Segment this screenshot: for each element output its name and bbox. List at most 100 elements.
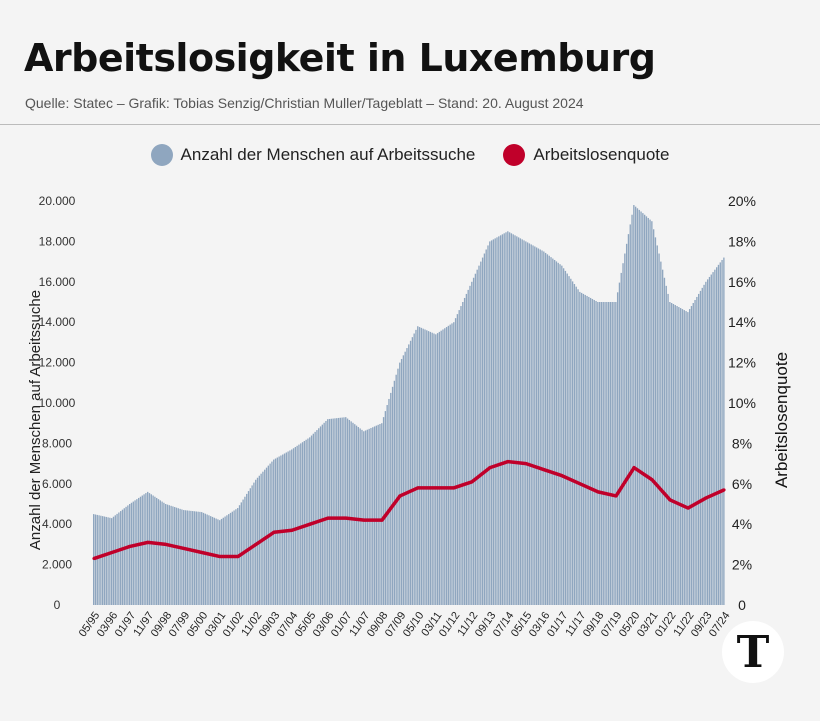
bar <box>413 333 415 605</box>
y-tick-right: 10% <box>728 395 756 411</box>
bar <box>429 331 432 605</box>
bar <box>219 520 221 605</box>
bar <box>555 261 558 605</box>
bar <box>406 348 408 605</box>
bar <box>588 296 590 605</box>
bar <box>292 448 295 605</box>
bar <box>676 306 678 605</box>
bar <box>552 258 554 605</box>
bar <box>435 334 437 605</box>
bar <box>204 513 206 605</box>
bar <box>467 289 469 605</box>
bar <box>120 511 122 605</box>
bar <box>562 268 565 605</box>
bar <box>462 302 464 605</box>
bar <box>717 264 720 605</box>
bar <box>535 247 538 605</box>
bar <box>424 329 426 605</box>
bar <box>193 511 196 605</box>
bar <box>561 265 563 605</box>
bar <box>420 327 423 605</box>
bar <box>631 214 633 605</box>
bar <box>503 233 505 605</box>
bar <box>372 427 374 605</box>
bar <box>411 337 414 605</box>
bar <box>645 216 648 606</box>
bar <box>395 374 397 605</box>
bar <box>559 264 561 605</box>
bar <box>564 270 567 605</box>
chart-title: Arbeitslosigkeit in Luxemburg <box>24 36 656 80</box>
bar <box>157 499 160 605</box>
legend-label: Anzahl der Menschen auf Arbeitssuche <box>180 145 476 164</box>
bar <box>116 513 118 605</box>
bar <box>305 439 307 605</box>
bar <box>607 302 610 605</box>
bar <box>719 262 721 605</box>
bar <box>350 421 352 605</box>
tageblatt-logo: T <box>722 621 784 683</box>
line-point <box>650 478 654 482</box>
y-tick-left: 0 <box>54 598 61 612</box>
bar <box>192 511 194 605</box>
bar <box>539 249 541 606</box>
bar <box>679 308 682 605</box>
bar <box>570 278 572 605</box>
line-point <box>128 544 132 548</box>
bar <box>321 424 324 605</box>
bar <box>170 505 172 605</box>
bar <box>670 303 673 605</box>
bar <box>469 285 471 605</box>
bar <box>609 302 612 605</box>
bar <box>625 243 628 605</box>
bar <box>148 493 151 605</box>
bar <box>571 281 574 605</box>
bar <box>703 284 705 605</box>
bar <box>373 426 376 605</box>
bar <box>544 252 547 605</box>
bar <box>215 518 217 605</box>
legend-item-line: Arbeitslosenquote <box>503 144 669 166</box>
divider <box>0 124 820 125</box>
bar <box>476 269 478 605</box>
bar <box>487 245 489 605</box>
line-point <box>362 518 366 522</box>
line-point <box>164 542 168 546</box>
bar <box>589 297 592 605</box>
bar <box>147 491 149 605</box>
legend-item-bars: Anzahl der Menschen auf Arbeitssuche <box>150 144 476 166</box>
bar <box>633 205 635 606</box>
bar <box>548 255 550 605</box>
y-tick-right: 20% <box>728 193 756 209</box>
line-point <box>380 518 384 522</box>
line-point <box>488 466 492 470</box>
line-point <box>722 488 726 492</box>
bar <box>656 245 658 605</box>
bar <box>150 494 152 605</box>
bar <box>629 224 631 605</box>
bar <box>114 515 116 605</box>
bar <box>417 326 419 605</box>
bar <box>708 276 711 605</box>
bar <box>685 311 687 605</box>
bar <box>388 398 390 605</box>
bar <box>98 515 100 605</box>
line-series <box>93 459 725 561</box>
bar <box>591 298 594 605</box>
bar <box>409 340 412 605</box>
line-point <box>254 542 258 546</box>
line-point <box>308 522 312 526</box>
bar <box>141 495 143 605</box>
bar <box>537 248 540 605</box>
y-tick-left: 6.000 <box>42 477 72 491</box>
bar <box>415 329 417 605</box>
bar <box>444 328 446 605</box>
bar <box>346 418 349 605</box>
bar <box>334 418 336 605</box>
bar <box>390 392 392 605</box>
bar <box>303 440 306 605</box>
line-point <box>596 490 600 494</box>
bar <box>530 244 532 605</box>
bar <box>283 453 286 605</box>
bar <box>183 510 185 605</box>
